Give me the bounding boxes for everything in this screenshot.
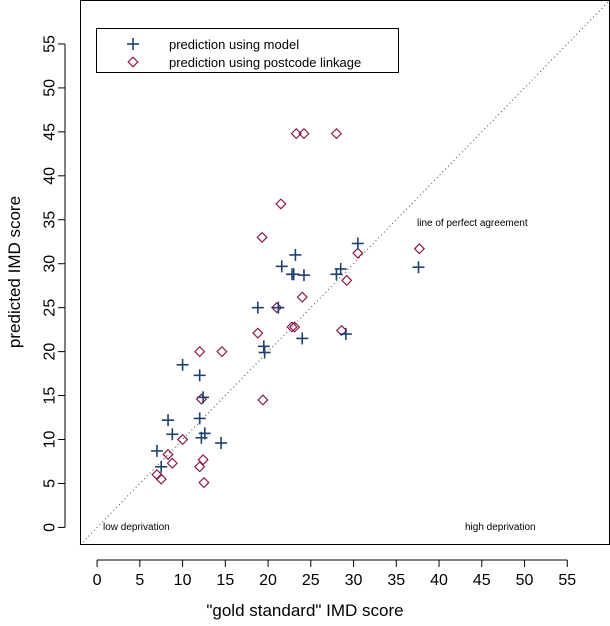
point-postcode-linkage [256, 231, 268, 243]
point-model [412, 261, 425, 274]
y-tick-label: 5 [42, 479, 59, 488]
x-axis: 0 5 10 15 20 25 30 35 40 45 50 55 [93, 559, 576, 589]
legend-plus-icon [127, 38, 139, 50]
point-model [193, 369, 206, 382]
reference-line [79, 0, 610, 546]
point-postcode-linkage [216, 345, 228, 358]
y-tick-label: 15 [42, 387, 59, 405]
point-model [155, 460, 168, 473]
point-postcode-linkage [298, 127, 310, 140]
point-model [176, 358, 189, 371]
data-points-group [150, 127, 426, 489]
point-model [257, 340, 270, 353]
legend-marker-model [127, 38, 139, 50]
reference-line-group [79, 0, 610, 546]
point-postcode-linkage [166, 457, 178, 469]
point-model [334, 262, 347, 275]
point-postcode-linkage [194, 461, 206, 473]
point-model [297, 269, 310, 282]
x-tick-label: 10 [174, 572, 192, 589]
legend: prediction using model prediction using … [96, 28, 399, 73]
x-tick-label: 50 [516, 572, 534, 589]
y-tick-label: 35 [42, 211, 59, 229]
point-model [215, 437, 228, 450]
legend-marker-postcode [127, 56, 139, 68]
point-postcode-linkage [194, 345, 206, 358]
point-postcode-linkage [176, 433, 189, 446]
point-postcode-linkage [197, 454, 209, 466]
x-tick-label: 0 [93, 572, 102, 589]
y-tick-label: 10 [42, 431, 59, 449]
point-postcode-linkage [155, 473, 167, 485]
x-tick-label: 25 [302, 572, 320, 589]
legend-diamond-icon [127, 56, 139, 68]
y-tick-label: 30 [42, 255, 59, 273]
point-model [198, 427, 211, 440]
x-tick-label: 45 [473, 572, 491, 589]
point-model [296, 332, 309, 345]
point-postcode-linkage [198, 476, 210, 489]
y-tick-label: 50 [42, 79, 59, 97]
point-model [193, 412, 206, 425]
legend-label-model: prediction using model [169, 37, 299, 52]
x-tick-label: 15 [216, 572, 234, 589]
point-model [166, 428, 179, 441]
point-model [289, 248, 302, 261]
annotation-low-deprivation: low deprivation [103, 522, 170, 533]
x-axis-label: "gold standard" IMD score [206, 601, 403, 620]
point-model [272, 301, 285, 314]
y-tick-label: 40 [42, 167, 59, 185]
point-model [275, 260, 288, 273]
y-axis: 0 5 10 15 20 25 30 35 40 45 50 55 [42, 35, 66, 532]
point-model [251, 301, 264, 314]
annotation-high-deprivation: high deprivation [465, 522, 536, 533]
point-postcode-linkage [288, 321, 301, 333]
point-postcode-linkage [290, 127, 302, 140]
point-postcode-linkage [341, 274, 353, 287]
legend-label-postcode: prediction using postcode linkage [169, 55, 361, 70]
point-postcode-linkage [195, 393, 208, 405]
y-tick-label: 0 [42, 523, 59, 532]
y-tick-label: 20 [42, 343, 59, 361]
reference-line-label: line of perfect agreement [417, 218, 528, 229]
point-postcode-linkage [352, 247, 364, 259]
point-postcode-linkage [335, 324, 348, 337]
y-tick-label: 55 [42, 35, 59, 53]
x-tick-label: 30 [345, 572, 363, 589]
point-model [287, 268, 300, 281]
legend-box [96, 28, 399, 73]
point-model [351, 237, 364, 250]
x-tick-label: 55 [558, 572, 576, 589]
point-postcode-linkage [296, 291, 308, 303]
point-postcode-linkage [330, 127, 343, 140]
x-tick-label: 20 [259, 572, 277, 589]
point-model [258, 346, 271, 359]
x-tick-label: 35 [387, 572, 405, 589]
x-tick-label: 40 [430, 572, 448, 589]
point-postcode-linkage [413, 243, 426, 255]
x-tick-label: 5 [135, 572, 144, 589]
y-tick-label: 45 [42, 123, 59, 141]
point-postcode-linkage [286, 321, 298, 333]
y-tick-label: 25 [42, 299, 59, 317]
point-postcode-linkage [275, 198, 287, 210]
point-postcode-linkage [257, 394, 269, 406]
point-postcode-linkage [252, 327, 264, 339]
point-model [197, 391, 210, 404]
point-model [162, 414, 175, 427]
point-model [339, 328, 352, 341]
point-model [150, 444, 163, 457]
point-postcode-linkage [270, 302, 283, 314]
point-postcode-linkage [162, 448, 174, 461]
y-axis-label: predicted IMD score [5, 196, 24, 348]
